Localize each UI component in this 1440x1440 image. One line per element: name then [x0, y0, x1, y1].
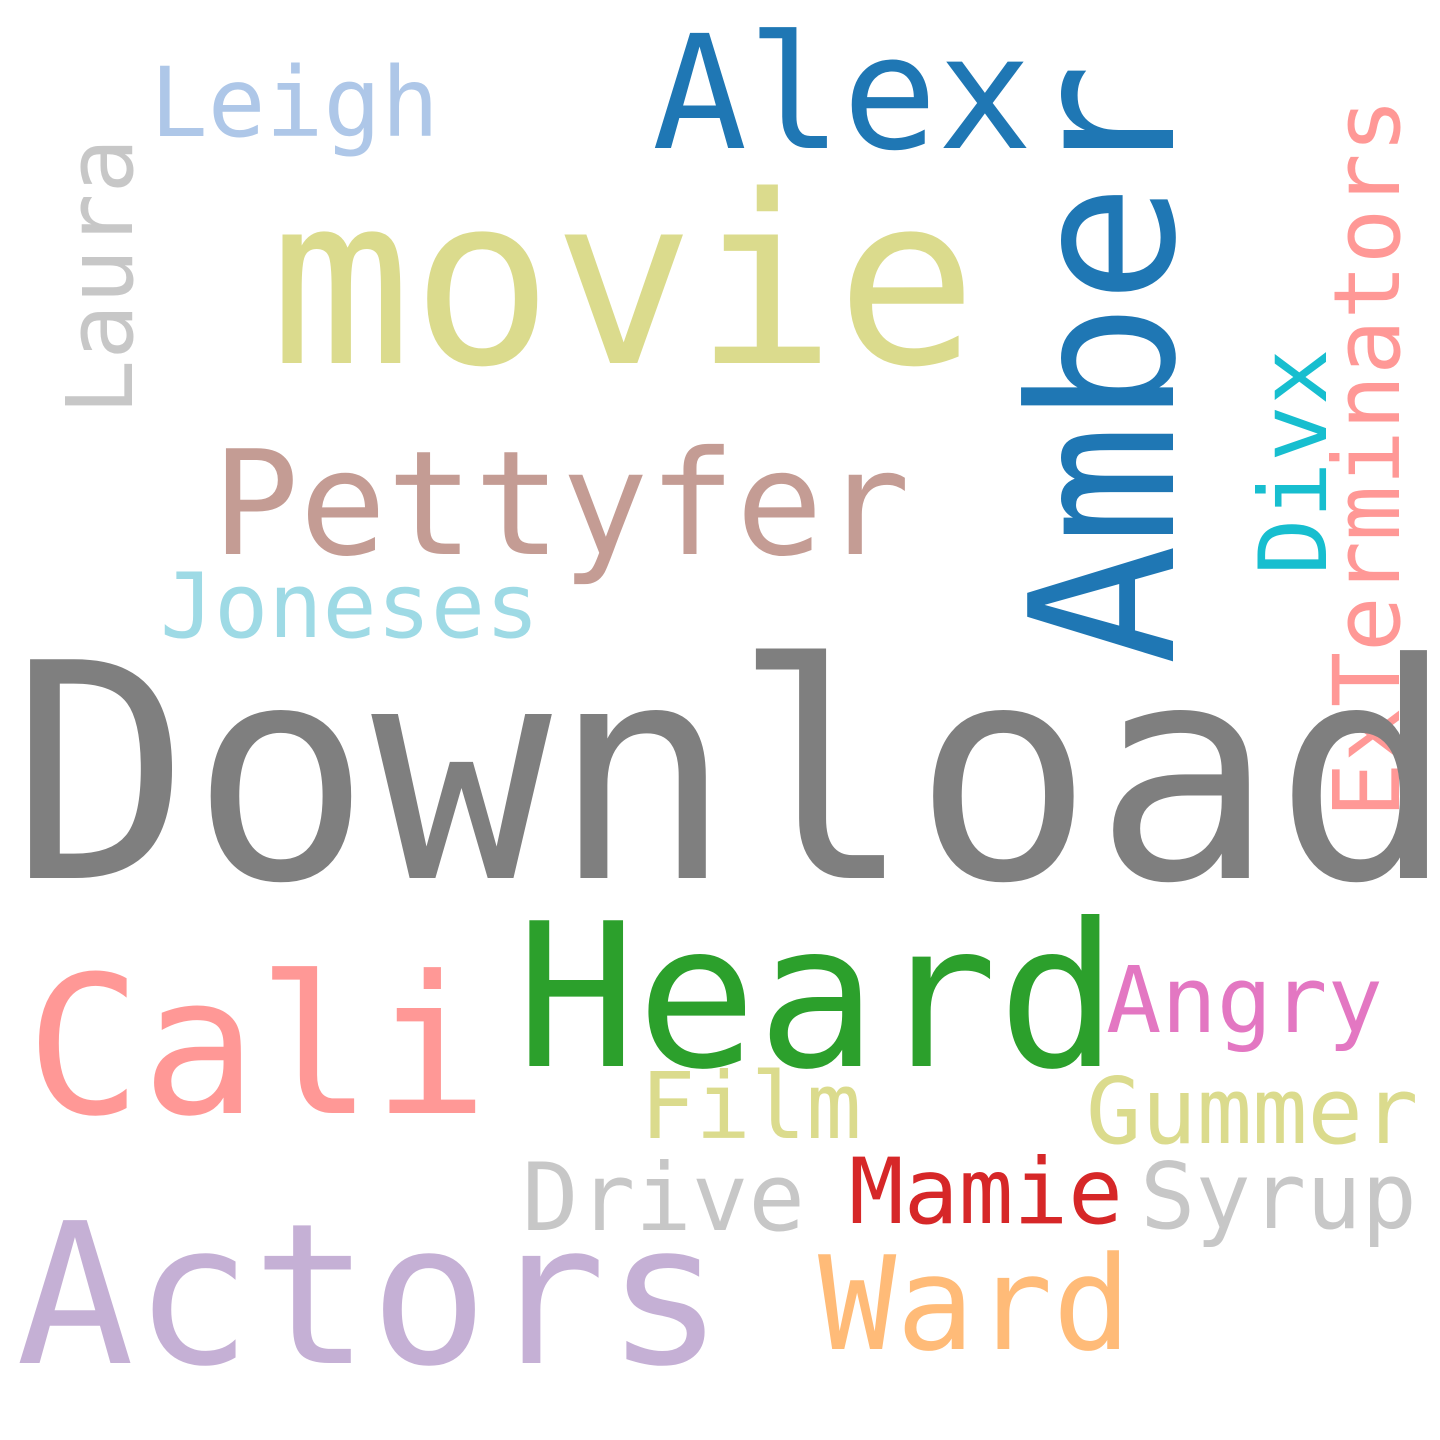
word-amber: Amber — [988, 62, 1221, 665]
word-syrup: Syrup — [1140, 1143, 1417, 1250]
word-angry: Angry — [1106, 947, 1383, 1054]
word-download: Download — [10, 600, 1440, 949]
word-joneses: Joneses — [160, 554, 540, 659]
word-leigh: Leigh — [150, 47, 439, 159]
word-pettyfer: Pettyfer — [212, 420, 911, 589]
word-ward: Ward — [818, 1228, 1132, 1380]
word-drive: Drive — [522, 1144, 805, 1253]
word-gummer: Gummer — [1086, 1058, 1419, 1165]
word-film: Film — [640, 1053, 862, 1160]
word-actors: Actors — [16, 1182, 725, 1410]
word-cali: Cali — [26, 936, 489, 1159]
word-heard: Heard — [516, 881, 1119, 1114]
word-laura: Laura — [47, 138, 154, 415]
word-divx: Divx — [1240, 348, 1349, 575]
word-movie: movie — [270, 146, 978, 419]
word-alex: Alex — [652, 2, 1033, 186]
word-mamie: Mamie — [849, 1140, 1123, 1245]
